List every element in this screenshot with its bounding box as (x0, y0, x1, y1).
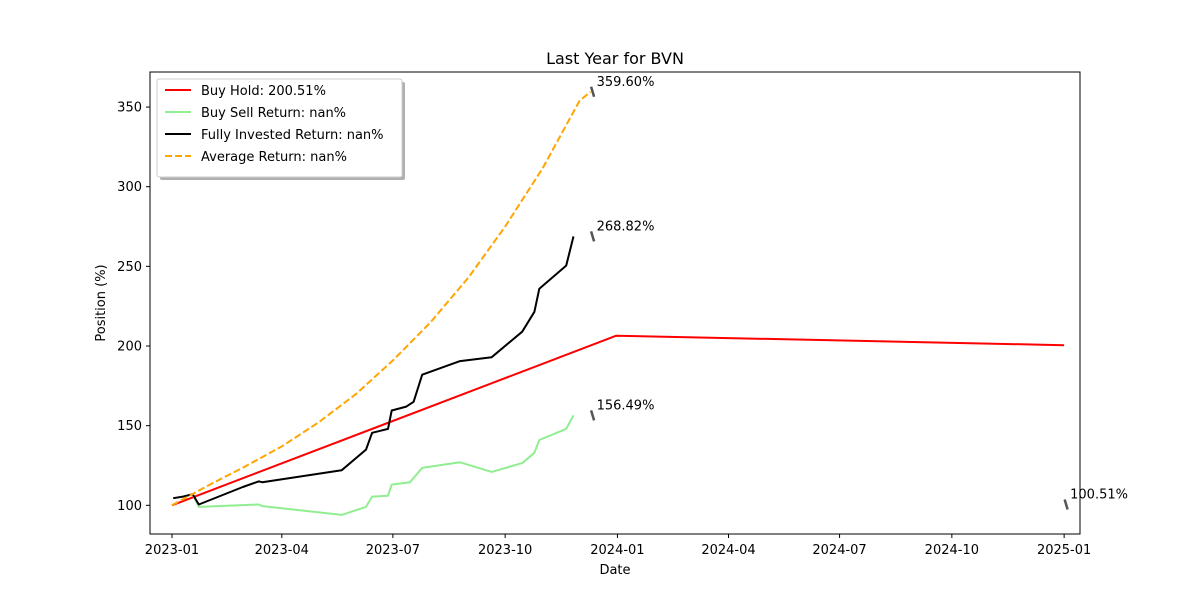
series-line-2 (191, 414, 575, 516)
x-axis-label: Date (599, 563, 630, 578)
x-tick-label: 2024-01 (590, 543, 644, 558)
annotations: 359.60% 268.82% 156.49% 100.51% (589, 75, 1128, 510)
series-line-3 (173, 236, 575, 506)
y-tick-label: 300 (117, 180, 142, 195)
legend: Buy Hold: 200.51% Buy Sell Return: nan% Fu… (156, 78, 405, 180)
y-axis: 100 150 200 250 300 350 (117, 101, 150, 514)
annotation-marker (589, 86, 596, 98)
legend-entry-label: Buy Sell Return: nan% (201, 106, 346, 121)
series-line-1 (171, 334, 1065, 507)
y-tick-label: 250 (117, 260, 142, 275)
y-tick-label: 150 (117, 419, 142, 434)
x-tick-label: 2023-10 (478, 543, 532, 558)
series-lines (171, 91, 1065, 516)
y-tick-label: 350 (117, 101, 142, 116)
annotation-marker (1063, 499, 1069, 510)
x-tick-label: 2023-07 (366, 543, 420, 558)
annotation-label: 156.49% (597, 398, 655, 413)
annotation-marker (589, 409, 596, 421)
annotation-label: 268.82% (597, 219, 655, 234)
y-tick-label: 200 (117, 340, 142, 355)
annotation-label: 100.51% (1070, 488, 1128, 503)
plot-frame (149, 71, 1081, 535)
x-tick-label: 2024-04 (701, 543, 755, 558)
x-tick-label: 2024-10 (925, 543, 979, 558)
x-axis: 2023-01 2023-04 2023-07 2023-10 2024-01 2024-… (145, 534, 1091, 558)
legend-box (156, 78, 403, 178)
x-tick-label: 2025-01 (1037, 543, 1091, 558)
annotation-marker (589, 231, 596, 242)
legend-entry-label: Average Return: nan% (201, 150, 347, 165)
x-tick-label: 2023-04 (255, 543, 309, 558)
x-tick-label: 2024-07 (812, 543, 866, 558)
x-tick-label: 2023-01 (145, 543, 199, 558)
series-line-4 (171, 91, 592, 507)
annotation-label: 359.60% (597, 75, 655, 90)
y-axis-label: Position (%) (94, 264, 109, 341)
legend-entry-label: Buy Hold: 200.51% (201, 84, 326, 99)
y-tick-label: 100 (117, 499, 142, 514)
chart-title: Last Year for BVN (546, 49, 684, 68)
legend-entry-label: Fully Invested Return: nan% (201, 128, 384, 143)
